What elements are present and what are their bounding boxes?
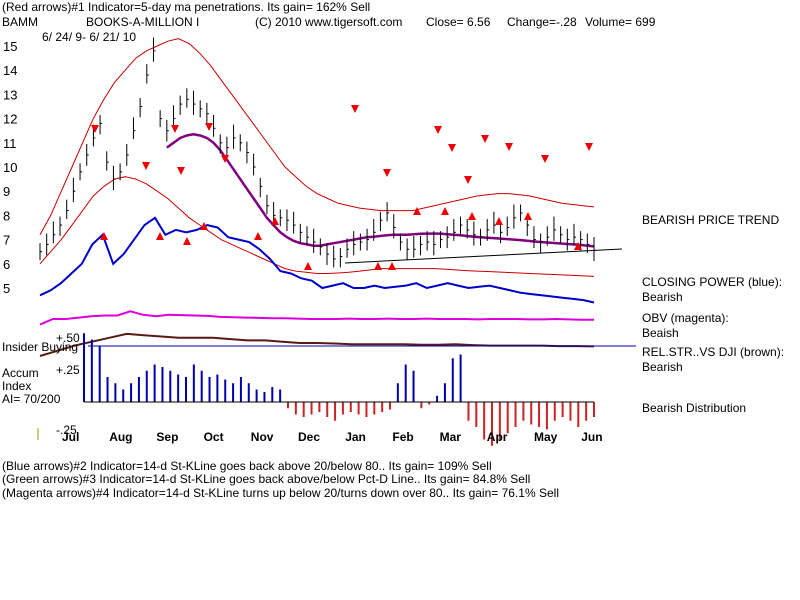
sell-arrow — [481, 135, 489, 143]
lower-band-line — [39, 176, 595, 277]
sell-arrow — [464, 176, 472, 184]
y-tick-label: 14 — [3, 63, 17, 78]
buy-arrow — [374, 262, 382, 270]
sell-arrow — [383, 169, 391, 177]
month-label: Jan — [345, 430, 366, 444]
y-tick-label: 6 — [3, 257, 10, 272]
sell-arrow — [221, 155, 229, 163]
y-tick-label: 15 — [3, 39, 17, 54]
sell-arrow — [91, 125, 99, 133]
closing-power-line — [39, 216, 595, 304]
symbol: BAMM — [2, 15, 38, 29]
red-arrows-description: (Red arrows)#1 Indicator=5-day ma penetr… — [2, 0, 371, 14]
plus-50-label: +.50 — [56, 331, 80, 345]
buy-arrow — [388, 262, 396, 270]
y-tick-label: 13 — [3, 87, 17, 102]
y-tick-label: 8 — [3, 208, 10, 223]
sell-arrow — [205, 123, 213, 131]
y-tick-label: 7 — [3, 233, 10, 248]
buy-arrow — [254, 232, 262, 240]
moving-average-line — [166, 133, 595, 248]
closing-power-value: Bearish — [642, 290, 683, 304]
y-tick-label: 11 — [3, 136, 17, 151]
closing-power-label: CLOSING POWER (blue): — [642, 275, 783, 289]
copyright: (C) 2010 www.tigersoft.com — [255, 15, 403, 29]
month-label: Jun — [581, 430, 602, 444]
month-label: Sep — [156, 430, 178, 444]
sell-arrow — [585, 143, 593, 151]
sell-arrow — [351, 105, 359, 113]
month-label: Apr — [487, 430, 508, 444]
green-arrows-description: (Green arrows)#3 Indicator=14-d St-KLine… — [2, 472, 531, 486]
month-label: Mar — [440, 430, 462, 444]
date-range: 6/ 24/ 9- 6/ 21/ 10 — [42, 30, 137, 44]
sell-arrow — [505, 143, 513, 151]
obv-value: Beaish — [642, 326, 679, 340]
relstr-label: REL.STR..VS DJI (brown): — [642, 345, 785, 359]
magenta-arrows-description: (Magenta arrows)#4 Indicator=14-d St-KLi… — [2, 486, 559, 500]
minus-25-label: -.25 — [56, 423, 77, 437]
buy-arrow — [271, 217, 279, 225]
obv-label: OBV (magenta): — [642, 311, 729, 325]
month-label: Dec — [298, 430, 320, 444]
y-tick-label: 10 — [3, 160, 17, 175]
buy-arrow — [495, 217, 503, 225]
buy-arrow — [156, 232, 164, 240]
trend-line — [344, 248, 623, 264]
insider-buying-label: Insider Buying — [2, 340, 79, 354]
company-name: BOOKS-A-MILLION I — [86, 15, 200, 29]
sell-arrow — [177, 167, 185, 175]
sell-arrow — [142, 162, 150, 170]
month-label: Nov — [251, 430, 274, 444]
month-label: Aug — [109, 430, 132, 444]
y-tick-label: 12 — [3, 112, 17, 127]
buy-arrow — [100, 232, 108, 240]
ai-label: AI= 70/200 — [2, 392, 61, 406]
buy-arrow — [524, 212, 532, 220]
distribution-label: Bearish Distribution — [642, 401, 747, 415]
accum-label: Accum — [2, 366, 39, 380]
buy-arrow — [200, 222, 208, 230]
plus-25-label: +.25 — [56, 363, 80, 377]
buy-arrow — [304, 262, 312, 270]
buy-arrow — [441, 207, 449, 215]
price-trend-label: BEARISH PRICE TREND — [642, 213, 780, 227]
month-label: Jul — [62, 430, 79, 444]
index-label: Index — [2, 379, 32, 393]
month-label: Oct — [204, 430, 224, 444]
buy-arrow — [468, 212, 476, 220]
y-tick-label: 9 — [3, 184, 10, 199]
blue-arrows-description: (Blue arrows)#2 Indicator=14-d St-KLine … — [2, 459, 492, 473]
month-label: May — [534, 430, 558, 444]
upper-band-line — [39, 38, 595, 236]
sell-arrow — [434, 126, 442, 134]
buy-arrow — [183, 237, 191, 245]
close-value: Close= 6.56 — [426, 15, 491, 29]
month-label: Feb — [392, 430, 413, 444]
sell-arrow — [541, 155, 549, 163]
buy-arrow — [413, 207, 421, 215]
obv-line — [39, 310, 594, 326]
change-value: Change=-.28 — [507, 15, 577, 29]
buy-arrow — [574, 242, 582, 250]
sell-arrow — [171, 125, 179, 133]
sell-arrow — [448, 144, 456, 152]
relstr-value: Bearish — [642, 360, 683, 374]
y-tick-label: 5 — [3, 281, 10, 296]
relstr-line — [39, 332, 595, 357]
volume-value: Volume= 699 — [585, 15, 656, 29]
